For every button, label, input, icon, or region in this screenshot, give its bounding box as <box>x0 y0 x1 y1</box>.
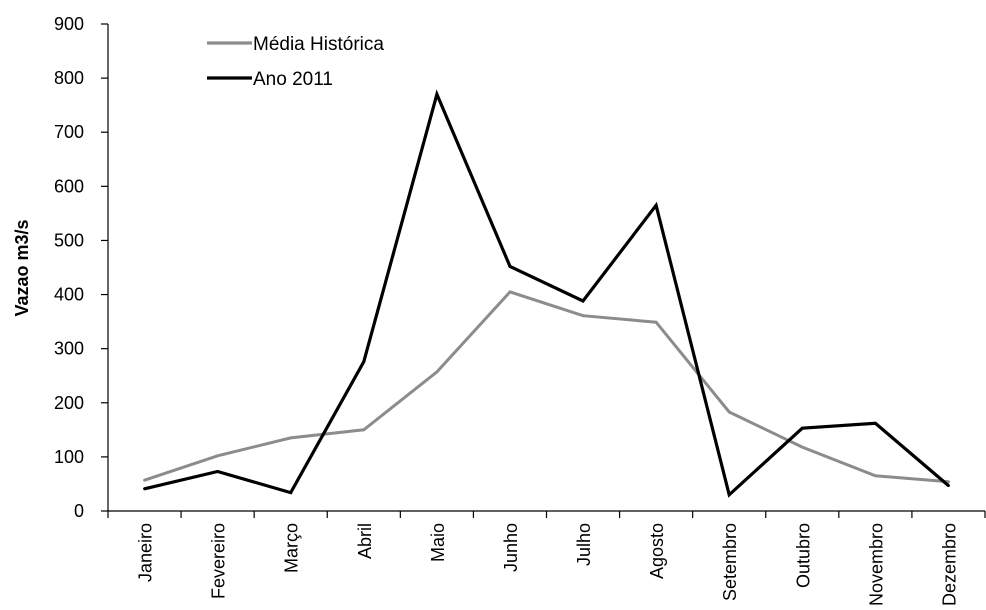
x-tick-label: Outubro <box>793 523 813 588</box>
data-point <box>435 92 439 96</box>
x-tick-label: Junho <box>501 523 521 572</box>
data-point <box>216 470 220 473</box>
data-point <box>362 360 366 364</box>
data-point <box>289 436 293 440</box>
x-tick-label: Agosto <box>647 523 667 579</box>
data-point <box>947 484 950 487</box>
y-tick-label: 800 <box>54 68 84 88</box>
data-point <box>581 314 585 318</box>
data-point <box>727 493 731 497</box>
x-tick-label: Dezembro <box>939 523 959 606</box>
data-point <box>581 299 585 303</box>
series-line-1 <box>144 89 950 498</box>
y-tick-label: 100 <box>54 447 84 467</box>
x-tick-label: Maio <box>428 523 448 562</box>
y-tick-label: 200 <box>54 393 84 413</box>
legend-label: Ano 2011 <box>253 69 333 90</box>
y-tick-label: 700 <box>54 122 84 142</box>
y-tick-label: 500 <box>54 230 84 250</box>
data-point <box>435 370 439 374</box>
data-point <box>874 421 877 425</box>
data-point <box>216 454 220 458</box>
series-layer <box>143 89 950 498</box>
data-point <box>508 290 512 294</box>
x-tick-label: Setembro <box>720 523 740 601</box>
data-point <box>654 203 658 207</box>
data-point <box>654 320 658 324</box>
data-point <box>362 428 366 432</box>
y-axis-label: Vazao m3/s <box>12 219 32 316</box>
data-point <box>143 487 146 491</box>
y-tick-label: 600 <box>54 176 84 196</box>
y-tick-label: 400 <box>54 285 84 305</box>
y-axis: 0 100 200 300 400 500 600 700 800 900 <box>54 14 109 521</box>
legend-label: Média Histórica <box>253 34 384 55</box>
data-point <box>874 474 877 478</box>
x-tick-label: Novembro <box>866 523 886 606</box>
x-tick-label: Abril <box>355 523 375 559</box>
y-tick-label: 900 <box>54 14 84 34</box>
y-tick-label: 300 <box>54 339 84 359</box>
y-tick-label: 0 <box>74 501 84 521</box>
x-tick-label: Julho <box>574 523 594 566</box>
data-point <box>289 491 293 494</box>
series-line-0 <box>144 290 949 484</box>
x-axis: Janeiro Fevereiro Março Abril Maio Junho Julho… <box>107 510 986 606</box>
data-point <box>508 265 512 268</box>
data-point <box>143 478 146 482</box>
x-tick-label: Fevereiro <box>209 523 229 599</box>
data-point <box>947 480 950 484</box>
x-tick-label: Janeiro <box>136 523 156 582</box>
x-tick-label: Março <box>282 523 302 573</box>
data-point <box>800 445 804 449</box>
data-point <box>727 410 731 414</box>
data-point <box>800 426 804 430</box>
legend: Média Histórica Ano 2011 <box>207 34 384 90</box>
